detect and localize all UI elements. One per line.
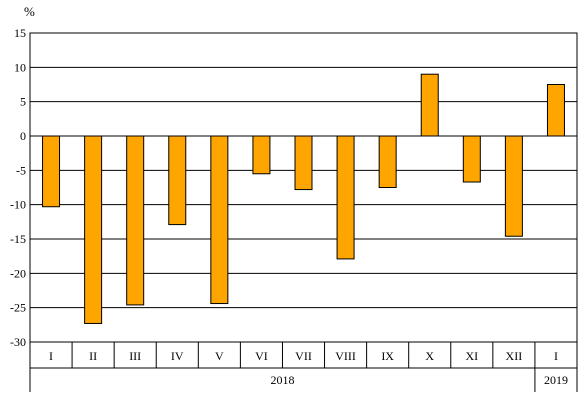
x-tick-label: VIII: [335, 349, 356, 363]
y-tick-label: -20: [10, 266, 26, 280]
bar: [462, 135, 481, 183]
y-tick-label: 5: [20, 95, 26, 109]
y-tick-label: -30: [10, 335, 26, 349]
y-tick-label: -15: [10, 232, 26, 246]
y-tick-label: 10: [14, 60, 26, 74]
x-tick-label: IV: [171, 349, 184, 363]
x-tick-label: VI: [255, 349, 268, 363]
y-tick-label: -25: [10, 301, 26, 315]
y-tick-label: -10: [10, 198, 26, 212]
bar: [336, 135, 355, 260]
x-tick-label: V: [215, 349, 224, 363]
y-axis-ticks: -30 -25 -20 -15 -10 -5 0 5 10 15: [10, 26, 26, 349]
year-group-label: 2019: [544, 373, 568, 387]
y-tick-label: -5: [16, 163, 26, 177]
x-tick-label: X: [425, 349, 434, 363]
bar: [420, 73, 439, 137]
bar: [210, 135, 229, 305]
bar: [126, 135, 145, 306]
y-tick-label: 0: [20, 129, 26, 143]
bar: [84, 135, 103, 324]
x-tick-label: III: [129, 349, 141, 363]
x-tick-label: II: [89, 349, 97, 363]
y-axis-unit-label: %: [24, 4, 35, 19]
x-tick-label: I: [554, 349, 558, 363]
x-tick-label: VII: [295, 349, 312, 363]
plot-frame: [29, 32, 578, 343]
bar: [168, 135, 187, 226]
x-tick-label: XII: [506, 349, 523, 363]
bar: [294, 135, 313, 191]
bar: [42, 135, 61, 208]
year-groups: 2018 2019: [29, 368, 578, 392]
x-tick-label: I: [49, 349, 53, 363]
y-tick-label: 15: [14, 26, 26, 40]
bar: [546, 84, 565, 137]
bars: [42, 73, 565, 324]
x-tick-label: IX: [381, 349, 394, 363]
year-group-label: 2018: [270, 373, 294, 387]
bar: [252, 135, 271, 175]
bar: [378, 135, 397, 188]
bar: [504, 135, 523, 237]
x-axis-ticks: I II III IV V VI VII VIII IX X XI XII I: [29, 342, 578, 369]
x-tick-label: XI: [465, 349, 478, 363]
